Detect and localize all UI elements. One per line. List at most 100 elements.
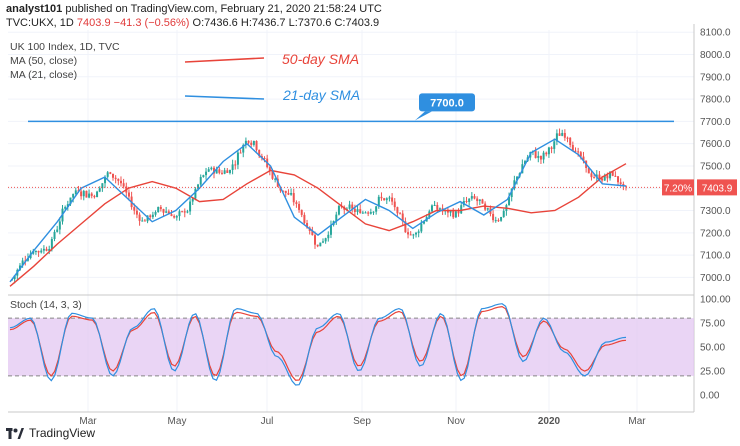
candle-body xyxy=(422,221,425,224)
candle-body xyxy=(611,171,614,176)
candle-body xyxy=(159,206,162,210)
candle-body xyxy=(601,178,604,181)
candle-body xyxy=(577,151,580,153)
candle-body xyxy=(375,206,378,212)
candle-body xyxy=(460,205,463,214)
candle-body xyxy=(74,190,77,194)
ma21-legend[interactable]: MA (21, close) xyxy=(10,69,78,81)
tradingview-logo-icon xyxy=(6,427,24,439)
candle-body xyxy=(239,152,242,154)
y-tick-label: 7600.0 xyxy=(700,139,731,150)
author-name[interactable]: analyst101 xyxy=(6,3,63,15)
candle-body xyxy=(223,170,226,174)
candle-body xyxy=(478,199,481,202)
candle-body xyxy=(353,208,356,212)
candle-body xyxy=(606,175,609,179)
candle-body xyxy=(563,132,566,138)
published-text: published on TradingView.com, February 2… xyxy=(65,3,382,15)
candle-body xyxy=(135,210,138,215)
candle-body xyxy=(311,230,314,236)
candle-body xyxy=(547,147,550,155)
candle-body xyxy=(359,209,362,214)
axes-layer: 7000.07100.07200.07300.07400.07500.07600… xyxy=(8,24,731,427)
candle-body xyxy=(122,183,125,187)
candle-body xyxy=(119,180,122,184)
candle-body xyxy=(210,167,213,170)
candle-body xyxy=(149,215,152,218)
candle-body xyxy=(385,198,388,201)
candle-body xyxy=(157,206,160,212)
candle-body xyxy=(194,188,197,199)
x-tick-label: 2020 xyxy=(538,416,561,427)
candle-body xyxy=(468,198,471,202)
candle-body xyxy=(154,211,157,215)
candle-body xyxy=(316,244,319,247)
candle-body xyxy=(481,199,484,204)
price-badge xyxy=(697,179,737,196)
candle-body xyxy=(476,198,479,202)
candle-body xyxy=(510,188,513,198)
candle-body xyxy=(369,212,372,214)
candle-body xyxy=(327,234,330,239)
candle-body xyxy=(268,167,271,172)
candle-body xyxy=(292,193,295,203)
y-tick-label: 7300.0 xyxy=(700,206,731,217)
candle-body xyxy=(571,145,574,151)
candle-body xyxy=(170,214,173,217)
candle-body xyxy=(473,196,476,199)
y-tick-label: 7200.0 xyxy=(700,228,731,239)
candle-body xyxy=(364,212,367,214)
candle-body xyxy=(393,201,396,208)
candle-body xyxy=(183,211,186,213)
y-tick-label: 7500.0 xyxy=(700,161,731,172)
candle-body xyxy=(181,211,184,213)
candle-body xyxy=(13,275,16,280)
stoch-tick-label: 25.00 xyxy=(700,367,725,378)
price-change: −41.3 (−0.56%) xyxy=(113,17,190,29)
candle-body xyxy=(295,202,298,204)
x-tick-label: Sep xyxy=(353,416,371,427)
candle-body xyxy=(396,207,399,214)
ma50-legend[interactable]: MA (50, close) xyxy=(10,55,78,67)
candle-body xyxy=(96,191,99,198)
candle-body xyxy=(401,213,404,222)
footer-brand[interactable]: TradingView xyxy=(6,426,95,440)
x-tick-label: Jul xyxy=(261,416,274,427)
candle-body xyxy=(167,211,170,215)
x-tick-label: May xyxy=(168,416,187,427)
candle-body xyxy=(258,149,261,157)
candle-body xyxy=(457,211,460,214)
percent-badge xyxy=(662,179,694,196)
candle-body xyxy=(516,176,519,181)
candle-body xyxy=(284,190,287,193)
candle-body xyxy=(290,193,293,195)
candle-body xyxy=(380,196,383,199)
candle-body xyxy=(415,232,418,235)
candle-body xyxy=(569,137,572,146)
resistance-label-text: 7700.0 xyxy=(430,97,464,109)
percent-badge-text: 7.20% xyxy=(664,183,692,194)
candle-body xyxy=(407,232,410,235)
y-tick-label: 7800.0 xyxy=(700,95,731,106)
candle-body xyxy=(619,182,622,184)
footer-brand-text: TradingView xyxy=(29,426,96,440)
candle-body xyxy=(162,209,165,213)
candle-body xyxy=(40,250,43,253)
candle-body xyxy=(42,248,45,251)
candle-body xyxy=(242,144,245,153)
stoch-layer xyxy=(8,303,694,386)
candle-body xyxy=(494,220,497,222)
candle-body xyxy=(579,152,582,157)
candle-body xyxy=(388,197,391,199)
candle-body xyxy=(539,155,542,160)
candle-body xyxy=(603,175,606,181)
candle-body xyxy=(112,173,115,178)
candle-body xyxy=(234,164,237,166)
candle-body xyxy=(622,183,625,186)
candle-body xyxy=(207,169,210,172)
candle-body xyxy=(614,175,617,177)
price-badge-text: 7403.9 xyxy=(702,183,733,194)
stoch-legend[interactable]: Stoch (14, 3, 3) xyxy=(10,299,82,311)
candle-body xyxy=(231,164,234,171)
